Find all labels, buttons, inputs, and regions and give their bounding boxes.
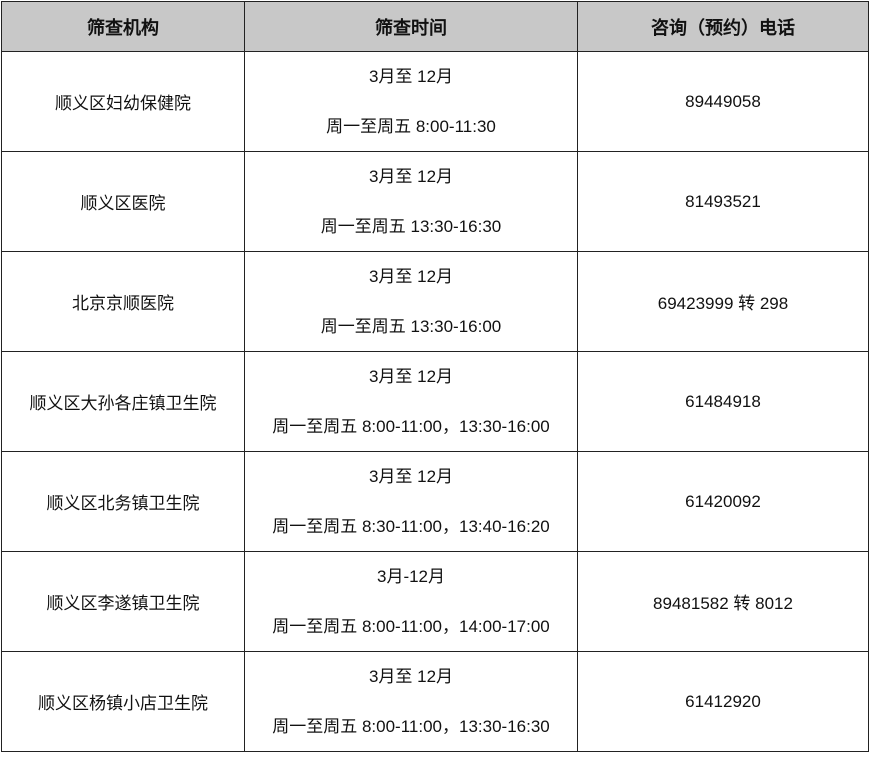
phone-cell: 69423999 转 298	[577, 251, 869, 352]
org-cell: 顺义区杨镇小店卫生院	[1, 651, 245, 752]
months-text: 3月至 12月	[368, 66, 454, 86]
months-text: 3月至 12月	[368, 666, 454, 686]
phone-cell: 61484918	[577, 351, 869, 452]
months-text: 3月-12月	[376, 566, 446, 586]
hours-text: 周一至周五 8:00-11:30	[326, 116, 496, 136]
table-row: 北京京顺医院 3月至 12月 周一至周五 13:30-16:00 6942399…	[1, 251, 869, 352]
time-cell: 3月至 12月 周一至周五 8:00-11:00，13:30-16:00	[244, 351, 578, 452]
hours-text: 周一至周五 8:30-11:00，13:40-16:20	[272, 516, 550, 536]
months-text: 3月至 12月	[368, 166, 454, 186]
time-cell: 3月至 12月 周一至周五 8:30-11:00，13:40-16:20	[244, 451, 578, 552]
table-row: 顺义区北务镇卫生院 3月至 12月 周一至周五 8:30-11:00，13:40…	[1, 451, 869, 552]
time-cell: 3月至 12月 周一至周五 13:30-16:30	[244, 151, 578, 252]
months-text: 3月至 12月	[368, 466, 454, 486]
org-cell: 顺义区妇幼保健院	[1, 51, 245, 152]
phone-cell: 61412920	[577, 651, 869, 752]
time-cell: 3月至 12月 周一至周五 8:00-11:00，13:30-16:30	[244, 651, 578, 752]
time-cell: 3月-12月 周一至周五 8:00-11:00，14:00-17:00	[244, 551, 578, 652]
phone-cell: 89481582 转 8012	[577, 551, 869, 652]
hours-text: 周一至周五 13:30-16:00	[320, 316, 502, 336]
months-text: 3月至 12月	[368, 366, 454, 386]
months-text: 3月至 12月	[368, 266, 454, 286]
org-cell: 顺义区大孙各庄镇卫生院	[1, 351, 245, 452]
phone-cell: 89449058	[577, 51, 869, 152]
phone-cell: 61420092	[577, 451, 869, 552]
time-cell: 3月至 12月 周一至周五 13:30-16:00	[244, 251, 578, 352]
hours-text: 周一至周五 8:00-11:00，13:30-16:00	[272, 416, 550, 436]
org-cell: 顺义区李遂镇卫生院	[1, 551, 245, 652]
phone-cell: 81493521	[577, 151, 869, 252]
time-cell: 3月至 12月 周一至周五 8:00-11:30	[244, 51, 578, 152]
header-row: 筛查机构 筛查时间 咨询（预约）电话	[1, 1, 869, 52]
header-org: 筛查机构	[1, 1, 245, 52]
org-cell: 顺义区医院	[1, 151, 245, 252]
table-row: 顺义区李遂镇卫生院 3月-12月 周一至周五 8:00-11:00，14:00-…	[1, 551, 869, 652]
header-phone: 咨询（预约）电话	[577, 1, 869, 52]
table-row: 顺义区医院 3月至 12月 周一至周五 13:30-16:30 81493521	[1, 151, 869, 252]
hours-text: 周一至周五 13:30-16:30	[320, 216, 502, 236]
org-cell: 北京京顺医院	[1, 251, 245, 352]
hours-text: 周一至周五 8:00-11:00，14:00-17:00	[272, 616, 550, 636]
hours-text: 周一至周五 8:00-11:00，13:30-16:30	[272, 716, 550, 736]
table-row: 顺义区妇幼保健院 3月至 12月 周一至周五 8:00-11:30 894490…	[1, 51, 869, 152]
table-row: 顺义区大孙各庄镇卫生院 3月至 12月 周一至周五 8:00-11:00，13:…	[1, 351, 869, 452]
org-cell: 顺义区北务镇卫生院	[1, 451, 245, 552]
table-row: 顺义区杨镇小店卫生院 3月至 12月 周一至周五 8:00-11:00，13:3…	[1, 651, 869, 752]
header-time: 筛查时间	[244, 1, 578, 52]
